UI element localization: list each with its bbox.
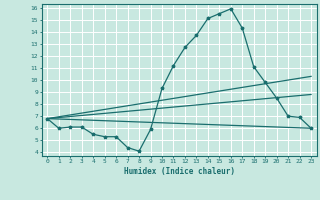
X-axis label: Humidex (Indice chaleur): Humidex (Indice chaleur) bbox=[124, 167, 235, 176]
